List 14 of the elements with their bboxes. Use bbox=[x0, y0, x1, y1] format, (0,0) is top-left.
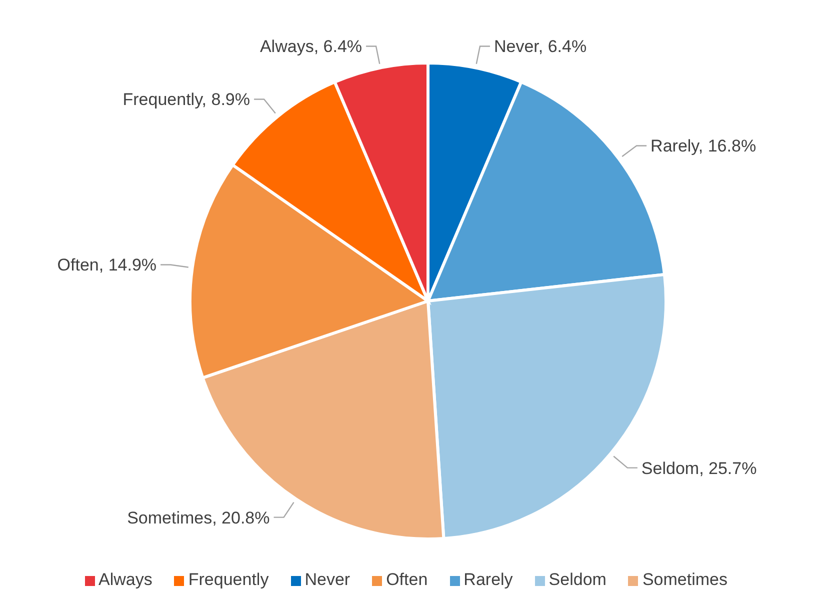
legend-label: Rarely bbox=[464, 570, 513, 589]
legend-label: Seldom bbox=[548, 570, 606, 589]
data-label: Sometimes, 20.8% bbox=[127, 508, 270, 528]
data-label: Seldom, 25.7% bbox=[641, 458, 757, 478]
legend-label: Frequently bbox=[188, 570, 269, 589]
data-label: Frequently, 8.9% bbox=[122, 90, 250, 110]
legend-label: Never bbox=[304, 570, 350, 589]
legend-label: Always bbox=[98, 570, 152, 589]
data-label: Often, 14.9% bbox=[57, 256, 157, 275]
data-label: Always, 6.4% bbox=[260, 37, 362, 56]
legend-label: Often bbox=[386, 570, 428, 589]
data-label: Rarely, 16.8% bbox=[650, 136, 756, 156]
legend-label: Sometimes bbox=[642, 570, 728, 589]
data-label: Never, 6.4% bbox=[494, 37, 587, 56]
